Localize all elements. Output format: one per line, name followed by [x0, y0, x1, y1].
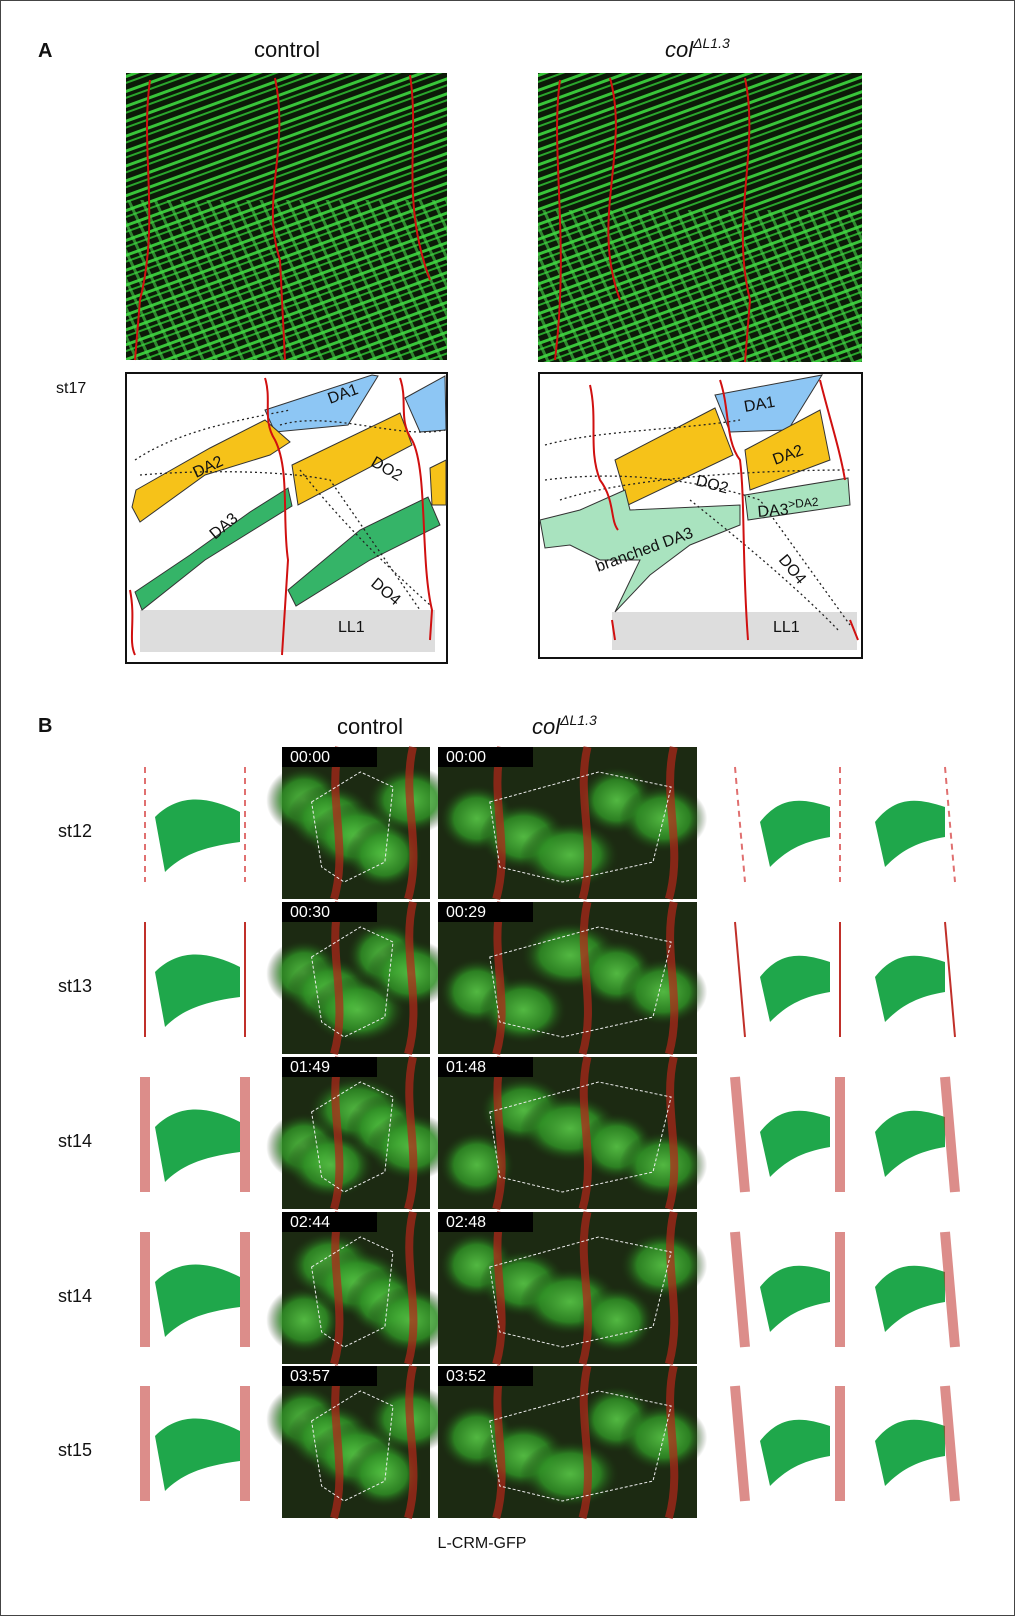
column-title: control — [254, 37, 320, 62]
stage-label: st14 — [58, 1131, 92, 1151]
micrograph: 00:00 — [266, 747, 455, 899]
schematic — [735, 1386, 955, 1501]
tendon-signal — [408, 1366, 413, 1518]
tendon-signal — [408, 902, 413, 1054]
muscle-cell — [875, 1266, 945, 1332]
column-title: colΔL1.3 — [532, 712, 597, 739]
timestamp: 00:30 — [290, 904, 330, 921]
title-main: col — [665, 37, 694, 62]
schematic — [145, 1386, 245, 1501]
caption: L-CRM-GFP — [438, 1535, 527, 1552]
muscle-cell — [760, 1266, 830, 1332]
stage-label: st15 — [58, 1440, 92, 1460]
muscle-cell — [760, 1111, 830, 1177]
schematic — [145, 1232, 245, 1347]
panel-label: B — [38, 715, 52, 737]
tendon-signal — [334, 1366, 339, 1518]
title-sup: ΔL1.3 — [559, 712, 597, 728]
tendon-signal — [669, 902, 674, 1054]
muscle-cell — [155, 1110, 240, 1183]
tendon-signal — [669, 1057, 674, 1209]
label-sup: >DA2 — [788, 495, 820, 512]
column-title: control — [337, 714, 403, 739]
timestamp: 00:00 — [290, 749, 330, 766]
muscle-label: LL1 — [338, 619, 365, 636]
timestamp: 02:44 — [290, 1214, 330, 1231]
schematic — [735, 767, 955, 882]
timestamp: 00:00 — [446, 749, 486, 766]
figure: A control colΔL1.3 st17 DA1 DA2 DO2 DA3 … — [0, 0, 1015, 1616]
muscle-cell — [875, 1111, 945, 1177]
muscle-cell — [875, 801, 945, 867]
tendon-signal — [496, 1212, 501, 1364]
micrograph: 03:57 — [266, 1366, 455, 1518]
muscle-cell — [155, 800, 240, 873]
tendon-signal — [408, 1212, 413, 1364]
micrograph: 02:44 — [266, 1212, 455, 1364]
muscle-cell — [155, 955, 240, 1028]
tendon-signal — [669, 747, 674, 899]
muscle-cell — [875, 956, 945, 1022]
schematic — [145, 1077, 245, 1192]
micrograph: 01:49 — [266, 1057, 455, 1209]
tendon-signal — [496, 902, 501, 1054]
tendon-signal — [669, 1212, 674, 1364]
micrograph: 02:48 — [438, 1212, 707, 1364]
muscle-cell — [155, 1419, 240, 1492]
column-title: colΔL1.3 — [665, 35, 730, 62]
tendon-signal — [334, 902, 339, 1054]
timestamp: 03:57 — [290, 1368, 330, 1385]
stage-label: st12 — [58, 821, 92, 841]
schematic — [539, 373, 862, 658]
cell-blob — [619, 958, 707, 1026]
muscle-cell — [760, 1420, 830, 1486]
tendon-signal — [408, 747, 413, 899]
schematic — [735, 1232, 955, 1347]
micrograph: 01:48 — [438, 1057, 707, 1209]
schematic — [735, 1077, 955, 1192]
schematic — [145, 767, 245, 882]
cell-blob — [619, 784, 707, 852]
timestamp: 00:29 — [446, 904, 486, 921]
muscle-cell — [155, 1265, 240, 1338]
timelapse-grid: st12 00:00 00:00 st13 00:30 00:29 st14 01:49 01:… — [58, 747, 955, 1518]
schematic — [126, 373, 447, 663]
timestamp: 01:48 — [446, 1059, 486, 1076]
tendon-signal — [496, 1366, 501, 1518]
panel-label: A — [38, 40, 52, 62]
cell-blob — [619, 1231, 707, 1299]
tendon-signal — [496, 747, 501, 899]
cell-blob — [619, 1131, 707, 1199]
tendon-signal — [334, 1212, 339, 1364]
title-main: col — [532, 714, 561, 739]
schematic — [735, 922, 955, 1037]
muscle-label: LL1 — [773, 619, 800, 636]
muscle-cell — [760, 801, 830, 867]
tendon-signal — [334, 747, 339, 899]
tendon-signal — [496, 1057, 501, 1209]
muscle-cell — [760, 956, 830, 1022]
title-sup: ΔL1.3 — [692, 35, 730, 51]
micrograph: 00:29 — [438, 902, 707, 1054]
micrograph: 03:52 — [438, 1366, 707, 1518]
tendon-signal — [334, 1057, 339, 1209]
micrograph: 00:00 — [438, 747, 707, 899]
micrograph — [126, 73, 447, 360]
label-main: DA3 — [757, 501, 790, 521]
micrograph — [538, 73, 862, 362]
micrograph: 00:30 — [266, 902, 455, 1054]
timestamp: 01:49 — [290, 1059, 330, 1076]
timestamp: 03:52 — [446, 1368, 486, 1385]
schematic — [145, 922, 245, 1037]
timestamp: 02:48 — [446, 1214, 486, 1231]
cell-blob — [619, 1403, 707, 1471]
muscle-cell — [875, 1420, 945, 1486]
tendon-signal — [408, 1057, 413, 1209]
tendon-signal — [669, 1366, 674, 1518]
stage-label: st13 — [58, 976, 92, 996]
stage-label: st17 — [56, 380, 86, 397]
stage-label: st14 — [58, 1286, 92, 1306]
